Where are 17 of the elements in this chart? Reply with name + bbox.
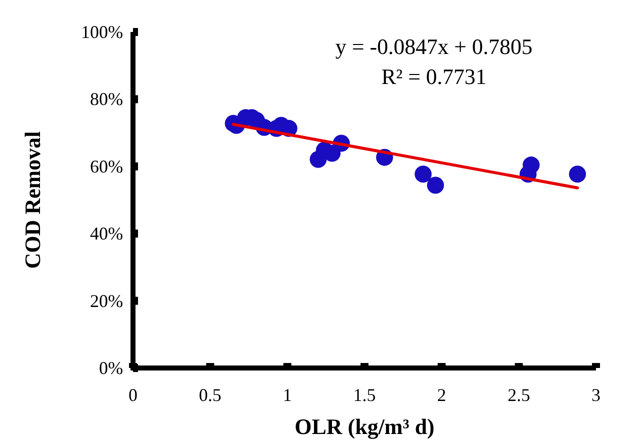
x-tick-label: 1 xyxy=(282,385,292,405)
x-tick-label: 2.5 xyxy=(508,385,530,405)
y-tick-label: 0% xyxy=(99,358,123,378)
y-tick-label: 100% xyxy=(81,22,123,42)
x-tick-label: 1.5 xyxy=(353,385,376,405)
annotation: R² = 0.7731 xyxy=(381,64,487,89)
x-tick-label: 0.5 xyxy=(198,385,222,405)
y-tick-label: 60% xyxy=(90,156,123,176)
y-axis-title: COD Removal xyxy=(20,131,45,269)
x-tick-label: 0 xyxy=(128,385,138,405)
y-tick-label: 40% xyxy=(90,224,123,244)
x-tick-label: 3 xyxy=(592,385,600,405)
x-axis-title: OLR (kg/m³ d) xyxy=(294,414,434,439)
x-tick-label: 2 xyxy=(437,385,446,405)
y-tick-label: 80% xyxy=(90,89,123,110)
annotation: y = -0.0847x + 0.7805 xyxy=(335,34,533,59)
y-tick-label: 20% xyxy=(90,290,123,311)
